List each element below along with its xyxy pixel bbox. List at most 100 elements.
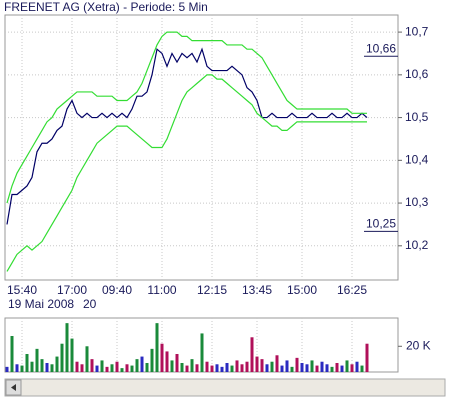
x-tick-label: 09:40 bbox=[102, 283, 132, 297]
volume-bar bbox=[75, 361, 79, 372]
volume-bar bbox=[175, 354, 179, 372]
x-tick-label: 16:25 bbox=[337, 283, 367, 297]
volume-bar bbox=[290, 366, 294, 372]
volume-bar bbox=[120, 368, 124, 372]
volume-bar bbox=[305, 364, 309, 372]
volume-bar bbox=[5, 366, 9, 372]
series-line bbox=[6, 74, 367, 272]
volume-bar bbox=[300, 363, 304, 372]
volume-bar bbox=[110, 364, 114, 372]
scroll-arrow bbox=[11, 384, 16, 391]
volume-bar bbox=[50, 364, 54, 372]
volume-bar bbox=[320, 361, 324, 372]
volume-bar bbox=[355, 361, 359, 372]
chart-title: FREENET AG (Xetra) - Periode: 5 Min bbox=[4, 0, 208, 14]
volume-bar bbox=[250, 337, 254, 372]
annotation: 10,66 bbox=[366, 41, 396, 55]
series-line bbox=[6, 47, 368, 225]
volume-bar bbox=[340, 365, 344, 372]
volume-bar bbox=[55, 356, 59, 372]
volume-bar bbox=[35, 348, 39, 372]
volume-bar bbox=[15, 364, 19, 372]
scrollbar[interactable] bbox=[4, 378, 446, 397]
y-tick-label: 10,3 bbox=[405, 195, 429, 209]
volume-bar bbox=[195, 364, 199, 372]
volume-bar bbox=[235, 360, 239, 372]
volume-bar bbox=[20, 365, 24, 372]
volume-bar bbox=[255, 356, 259, 372]
volume-bar bbox=[260, 359, 264, 372]
volume-bar bbox=[85, 346, 89, 372]
volume-bar bbox=[335, 363, 339, 372]
x-tick-label: 12:15 bbox=[197, 283, 227, 297]
volume-bar bbox=[140, 356, 144, 372]
volume-bar bbox=[10, 336, 14, 372]
volume-bar bbox=[80, 364, 84, 372]
volume-bar bbox=[245, 361, 249, 372]
volume-bar bbox=[215, 364, 219, 372]
volume-bar bbox=[350, 364, 354, 372]
volume-bar bbox=[285, 360, 289, 372]
volume-bar bbox=[205, 361, 209, 372]
volume-bar bbox=[25, 354, 29, 372]
volume-bar bbox=[155, 323, 159, 372]
volume-bar bbox=[100, 360, 104, 372]
volume-bar bbox=[365, 343, 369, 372]
volume-bar bbox=[275, 355, 279, 372]
date-label: 19 Mai 2008 bbox=[8, 297, 74, 311]
volume-bar bbox=[150, 348, 154, 372]
x-tick-label: 17:00 bbox=[57, 283, 87, 297]
volume-bar bbox=[40, 359, 44, 372]
volume-bar bbox=[360, 365, 364, 372]
volume-bar bbox=[125, 364, 129, 372]
volume-bar bbox=[95, 365, 99, 372]
volume-bar bbox=[225, 363, 229, 372]
series-line bbox=[6, 31, 367, 204]
volume-bar bbox=[160, 343, 164, 372]
x-tick-label: 15:00 bbox=[287, 283, 317, 297]
volume-bar bbox=[345, 360, 349, 372]
volume-bar bbox=[330, 366, 334, 372]
annotation: 10,25 bbox=[366, 217, 396, 231]
x-tick-label: 11:00 bbox=[147, 283, 176, 297]
volume-bar bbox=[45, 363, 49, 372]
volume-bar bbox=[185, 365, 189, 372]
volume-bar bbox=[30, 361, 34, 372]
y-tick-label: 20 K bbox=[406, 338, 431, 352]
x-tick-label: 15:40 bbox=[7, 283, 37, 297]
volume-bar bbox=[165, 351, 169, 372]
volume-bar bbox=[280, 365, 284, 372]
volume-bar bbox=[60, 343, 64, 372]
volume-bar bbox=[220, 366, 224, 372]
volume-bar bbox=[130, 365, 134, 372]
volume-bar bbox=[310, 360, 314, 372]
volume-bar bbox=[170, 360, 174, 372]
volume-bar bbox=[265, 364, 269, 372]
volume-bar bbox=[315, 365, 319, 372]
volume-bar bbox=[70, 338, 74, 372]
volume-bar bbox=[270, 361, 274, 372]
volume-bar bbox=[295, 357, 299, 372]
volume-bar bbox=[240, 364, 244, 372]
volume-bar bbox=[90, 359, 94, 372]
y-tick-label: 10,5 bbox=[405, 110, 429, 124]
volume-bar bbox=[190, 359, 194, 372]
volume-bar bbox=[230, 365, 234, 372]
y-tick-label: 10,6 bbox=[405, 67, 429, 81]
x-tick-label: 13:45 bbox=[242, 283, 272, 297]
volume-bar bbox=[180, 363, 184, 372]
y-tick-label: 10,4 bbox=[405, 152, 429, 166]
date-label: 20 bbox=[83, 297, 97, 311]
volume-bar bbox=[145, 363, 149, 372]
volume-bar bbox=[200, 333, 204, 372]
volume-bar bbox=[135, 359, 139, 372]
volume-bar bbox=[210, 365, 214, 372]
y-tick-label: 10,7 bbox=[405, 24, 429, 38]
volume-bar bbox=[105, 366, 109, 372]
volume-bar bbox=[65, 323, 69, 372]
volume-bar bbox=[115, 361, 119, 372]
volume-bar bbox=[325, 364, 329, 372]
price-frame bbox=[4, 14, 399, 281]
